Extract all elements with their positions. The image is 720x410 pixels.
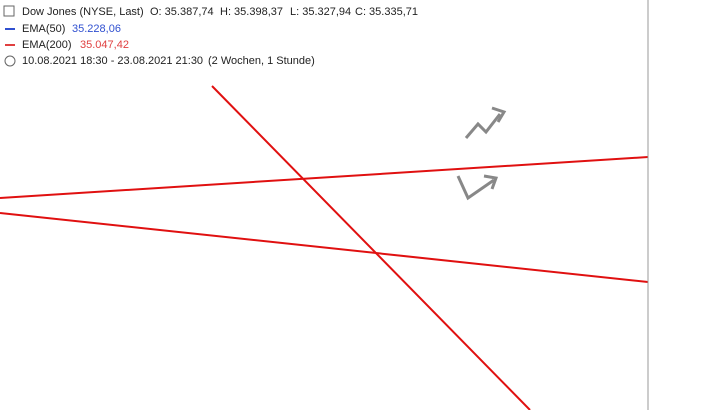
- high: H: 35.398,37: [220, 6, 283, 18]
- legend: Dow Jones (NYSE, Last) O: 35.387,74 H: 3…: [3, 5, 418, 67]
- arrow-up: [464, 113, 502, 139]
- interval: (2 Wochen, 1 Stunde): [208, 55, 315, 67]
- low: L: 35.327,94: [290, 6, 351, 18]
- trend-line: [211, 85, 531, 410]
- arrows: [456, 106, 507, 201]
- date-range: 10.08.2021 18:30 - 23.08.2021 21:30: [22, 55, 203, 67]
- arrow-head: [491, 106, 507, 123]
- trend-line: [0, 156, 649, 199]
- clock-icon: [4, 55, 16, 67]
- trend-line: [0, 212, 649, 283]
- ema-legend: EMA(200): [22, 39, 72, 51]
- ema-value: 35.047,42: [80, 39, 129, 51]
- ema-value: 35.228,06: [72, 23, 121, 35]
- open: O: 35.387,74: [150, 6, 214, 18]
- trend-lines: [0, 85, 649, 410]
- instrument: Dow Jones (NYSE, Last): [22, 6, 144, 18]
- arrow-down: [456, 175, 495, 201]
- close: C: 35.335,71: [355, 6, 418, 18]
- arrow-head: [483, 174, 499, 190]
- axis-panel: [648, 0, 720, 410]
- icon: [3, 5, 15, 17]
- ema-legend: EMA(50): [22, 23, 65, 35]
